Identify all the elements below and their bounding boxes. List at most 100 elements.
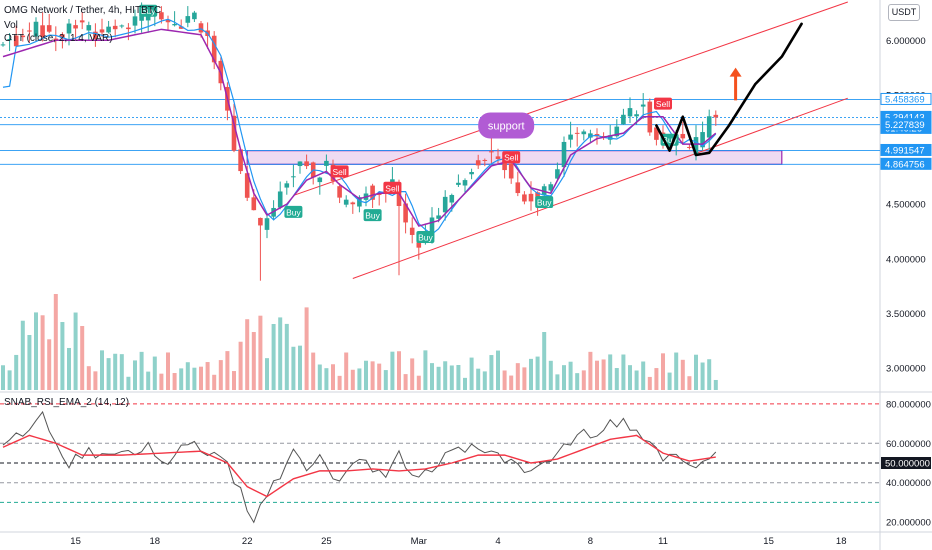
candle-body [390, 179, 395, 183]
time-tick-label: 15 [763, 536, 774, 547]
volume-bar [529, 358, 533, 390]
price-label-bg [880, 118, 932, 131]
candle-body [449, 194, 455, 203]
candle-body [126, 27, 131, 30]
candle-body [297, 161, 303, 167]
volume-bar [133, 360, 137, 390]
volume-bar [502, 370, 507, 390]
candle [46, 13, 52, 34]
signal-badge [383, 181, 402, 194]
rsi-level-label: 50.000000 [885, 459, 930, 470]
volume-bar [304, 307, 309, 390]
volume-bar [139, 351, 144, 390]
price-axis[interactable]: 6.000000 4.500000 4.000000 3.500000 3.000000… [880, 36, 932, 529]
volume-bar [535, 356, 540, 390]
symbol-legend[interactable]: OMG Network / Tether, 4h, HITBTC [4, 5, 162, 16]
time-axis[interactable]: 15 18 22 25 Mar 4 8 11 15 18 [70, 536, 846, 547]
candle-body [528, 193, 534, 202]
candle-body [172, 24, 177, 26]
signal-label: Sell [385, 183, 399, 193]
candle [317, 176, 323, 195]
volume-bar [370, 361, 375, 390]
volume-bar [238, 341, 243, 390]
volume-bar [146, 371, 151, 390]
volume-bar [707, 359, 712, 390]
candle-body [106, 26, 111, 33]
candle-body [192, 12, 197, 20]
candle [264, 214, 270, 239]
signal-label: Buy [141, 6, 156, 16]
candle-body [680, 133, 686, 139]
price-label-value: 4.991547 [885, 146, 925, 157]
candle-body [376, 194, 382, 196]
candle-body [33, 21, 39, 37]
candle [297, 161, 303, 174]
volume-bar [410, 358, 415, 390]
candle [515, 171, 521, 197]
candle [706, 109, 712, 151]
candle-body [706, 116, 712, 138]
candle-body [614, 126, 620, 137]
candle-body [654, 127, 659, 140]
volume-bar [271, 324, 276, 390]
volume-bar [47, 339, 52, 390]
time-tick-label: 11 [658, 536, 668, 547]
volume-bar [324, 368, 329, 390]
candle-body [99, 29, 105, 33]
candle [713, 110, 719, 126]
candle-body [40, 25, 45, 37]
volume-bar [86, 366, 91, 390]
time-tick-label: 25 [321, 536, 332, 547]
rsi-tick-label: 20.000000 [886, 518, 931, 529]
candle [79, 11, 85, 30]
candle-body [462, 180, 468, 186]
rsi-legend[interactable]: SNAB_RSI_EMA_2 (14, 12) [4, 397, 130, 408]
candle-body [693, 137, 699, 156]
candle-body [277, 191, 283, 208]
candle-body [489, 151, 494, 153]
volume-bar [225, 351, 230, 390]
volume-bar [20, 320, 25, 390]
ott-line [2, 28, 717, 227]
candle-body [350, 202, 356, 205]
volume-bar [199, 366, 203, 390]
volume-bar [350, 369, 355, 390]
candle [489, 138, 494, 164]
volume-bar [93, 371, 98, 390]
candle-body [409, 227, 415, 235]
volume-bar [100, 350, 104, 390]
volume-bar [258, 315, 263, 390]
candle [350, 201, 356, 214]
candle-body [508, 163, 514, 179]
volume-bar [27, 334, 32, 390]
volume-bar [364, 360, 368, 390]
candle [409, 217, 415, 244]
candle-body [482, 159, 488, 161]
candle-body [211, 35, 217, 63]
candle [27, 22, 32, 43]
volume-bar [377, 363, 382, 390]
volume-bar [152, 356, 157, 390]
volume-bar [647, 376, 652, 390]
candle-body [370, 185, 375, 200]
volume-bar [205, 362, 210, 390]
time-tick-label: 4 [495, 536, 500, 547]
volume-bar [53, 294, 58, 390]
candle-body [112, 25, 118, 30]
candle-body [343, 199, 349, 205]
trend-channel [293, 1, 848, 279]
user-drawings: support [478, 22, 803, 157]
candle-body [561, 141, 567, 168]
currency-button[interactable]: USDT [888, 4, 920, 21]
candle-body [198, 23, 204, 33]
candle [238, 148, 243, 175]
candle [119, 24, 125, 29]
candle [185, 6, 191, 28]
moving-average-line [2, 18, 717, 235]
ott-legend[interactable]: OTT (close, 2, 1.4, VAR) [4, 33, 113, 44]
volume-bar [515, 363, 520, 390]
volume-bar [291, 346, 296, 390]
volume-legend[interactable]: Vol [4, 20, 18, 31]
candle [40, 12, 45, 42]
